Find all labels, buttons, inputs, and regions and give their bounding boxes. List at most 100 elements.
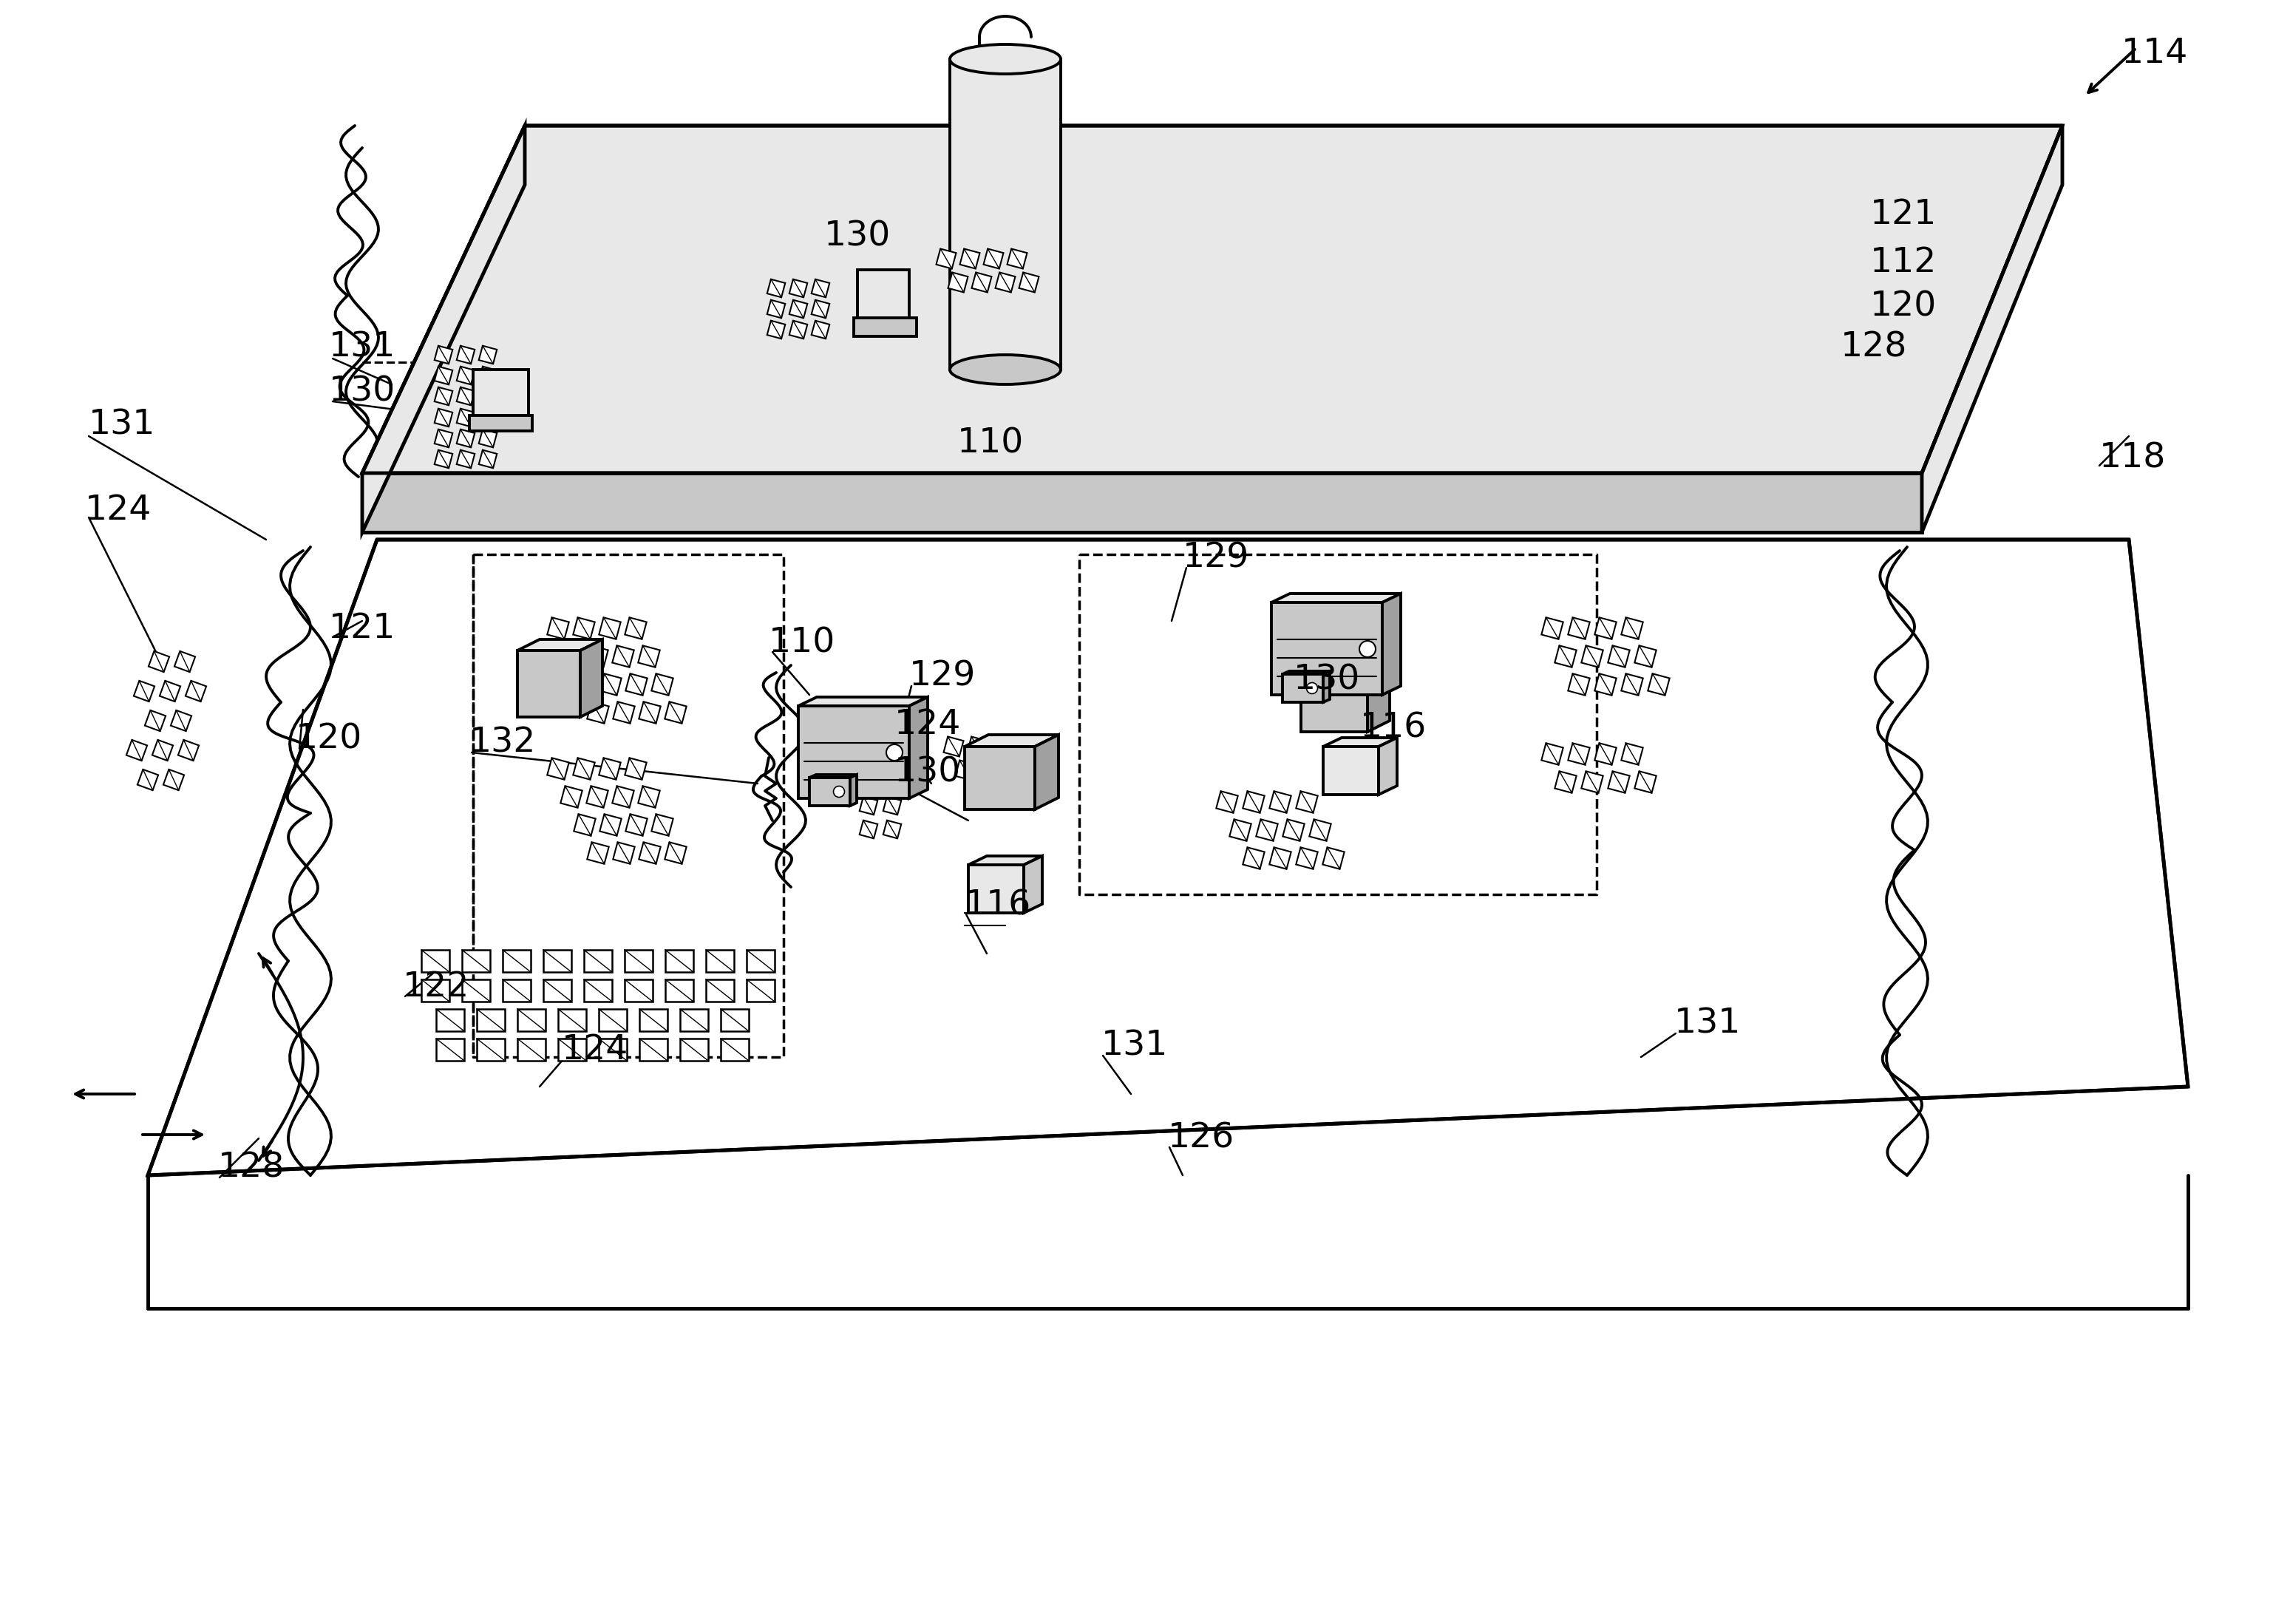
Polygon shape — [175, 651, 195, 672]
Polygon shape — [1621, 744, 1643, 765]
Polygon shape — [1323, 848, 1343, 869]
Polygon shape — [148, 539, 2189, 1176]
Text: 112: 112 — [1871, 245, 1937, 279]
Polygon shape — [457, 346, 475, 364]
Polygon shape — [480, 429, 498, 447]
Polygon shape — [543, 979, 571, 1002]
Polygon shape — [127, 741, 148, 760]
Polygon shape — [680, 1039, 709, 1060]
Polygon shape — [1541, 744, 1564, 765]
Text: 124: 124 — [561, 1033, 630, 1067]
Polygon shape — [502, 979, 530, 1002]
Polygon shape — [186, 680, 207, 702]
Polygon shape — [584, 979, 611, 1002]
Polygon shape — [1007, 248, 1027, 268]
Polygon shape — [1607, 771, 1630, 793]
Polygon shape — [707, 979, 734, 1002]
Polygon shape — [1271, 603, 1382, 695]
Polygon shape — [1268, 848, 1291, 869]
Polygon shape — [559, 1009, 586, 1031]
Polygon shape — [1568, 674, 1589, 695]
Polygon shape — [461, 979, 491, 1002]
Polygon shape — [518, 1009, 546, 1031]
Polygon shape — [1568, 617, 1589, 640]
Polygon shape — [766, 279, 784, 297]
Polygon shape — [1634, 771, 1657, 793]
Polygon shape — [1296, 848, 1318, 869]
Polygon shape — [502, 950, 530, 973]
Polygon shape — [1648, 674, 1671, 695]
Polygon shape — [639, 1039, 668, 1060]
Polygon shape — [457, 409, 475, 427]
Polygon shape — [968, 737, 986, 757]
Polygon shape — [1555, 771, 1577, 793]
Ellipse shape — [1359, 641, 1375, 658]
Polygon shape — [361, 125, 525, 533]
Polygon shape — [1002, 760, 1023, 780]
Polygon shape — [600, 617, 621, 640]
Polygon shape — [136, 770, 159, 791]
Polygon shape — [573, 814, 596, 836]
Polygon shape — [434, 346, 452, 364]
Text: 130: 130 — [893, 755, 961, 789]
Polygon shape — [600, 758, 621, 780]
Polygon shape — [1607, 645, 1630, 667]
Polygon shape — [457, 429, 475, 447]
Polygon shape — [434, 367, 452, 385]
Polygon shape — [948, 273, 968, 292]
Polygon shape — [614, 843, 634, 864]
Polygon shape — [1268, 791, 1291, 814]
Polygon shape — [1309, 818, 1332, 841]
Polygon shape — [421, 950, 450, 973]
Polygon shape — [1541, 617, 1564, 640]
Polygon shape — [543, 950, 571, 973]
Polygon shape — [584, 950, 611, 973]
Polygon shape — [471, 416, 532, 430]
Polygon shape — [721, 1009, 748, 1031]
Polygon shape — [1621, 617, 1643, 640]
Polygon shape — [859, 797, 877, 815]
Polygon shape — [361, 125, 2062, 473]
Polygon shape — [1018, 273, 1039, 292]
Polygon shape — [625, 950, 652, 973]
Polygon shape — [1300, 672, 1368, 732]
Polygon shape — [666, 950, 693, 973]
Polygon shape — [1923, 125, 2062, 533]
Polygon shape — [580, 640, 602, 718]
Polygon shape — [789, 320, 807, 339]
Polygon shape — [518, 1039, 546, 1060]
Polygon shape — [561, 645, 582, 667]
Polygon shape — [148, 651, 170, 672]
Polygon shape — [434, 387, 452, 406]
Polygon shape — [473, 370, 530, 421]
Polygon shape — [1282, 674, 1323, 702]
Polygon shape — [1596, 744, 1616, 765]
Polygon shape — [625, 617, 646, 640]
Text: 132: 132 — [471, 726, 536, 760]
Polygon shape — [639, 645, 659, 667]
Polygon shape — [809, 778, 850, 806]
Polygon shape — [1582, 771, 1602, 793]
Polygon shape — [1296, 791, 1318, 814]
Polygon shape — [1323, 737, 1398, 747]
Polygon shape — [421, 979, 450, 1002]
Polygon shape — [625, 979, 652, 1002]
Polygon shape — [614, 702, 634, 723]
Polygon shape — [936, 248, 957, 268]
Text: 129: 129 — [909, 659, 975, 693]
Polygon shape — [1034, 734, 1059, 809]
Text: 114: 114 — [2121, 37, 2189, 70]
Polygon shape — [461, 950, 491, 973]
Text: 118: 118 — [2100, 442, 2166, 474]
Polygon shape — [625, 758, 646, 780]
Polygon shape — [145, 710, 166, 731]
Text: 120: 120 — [295, 723, 361, 755]
Polygon shape — [518, 651, 580, 718]
Polygon shape — [1555, 645, 1577, 667]
Polygon shape — [159, 680, 180, 702]
Text: 129: 129 — [1182, 541, 1250, 575]
Polygon shape — [1243, 791, 1264, 814]
Polygon shape — [600, 674, 621, 695]
Polygon shape — [1243, 848, 1264, 869]
Polygon shape — [611, 786, 634, 807]
